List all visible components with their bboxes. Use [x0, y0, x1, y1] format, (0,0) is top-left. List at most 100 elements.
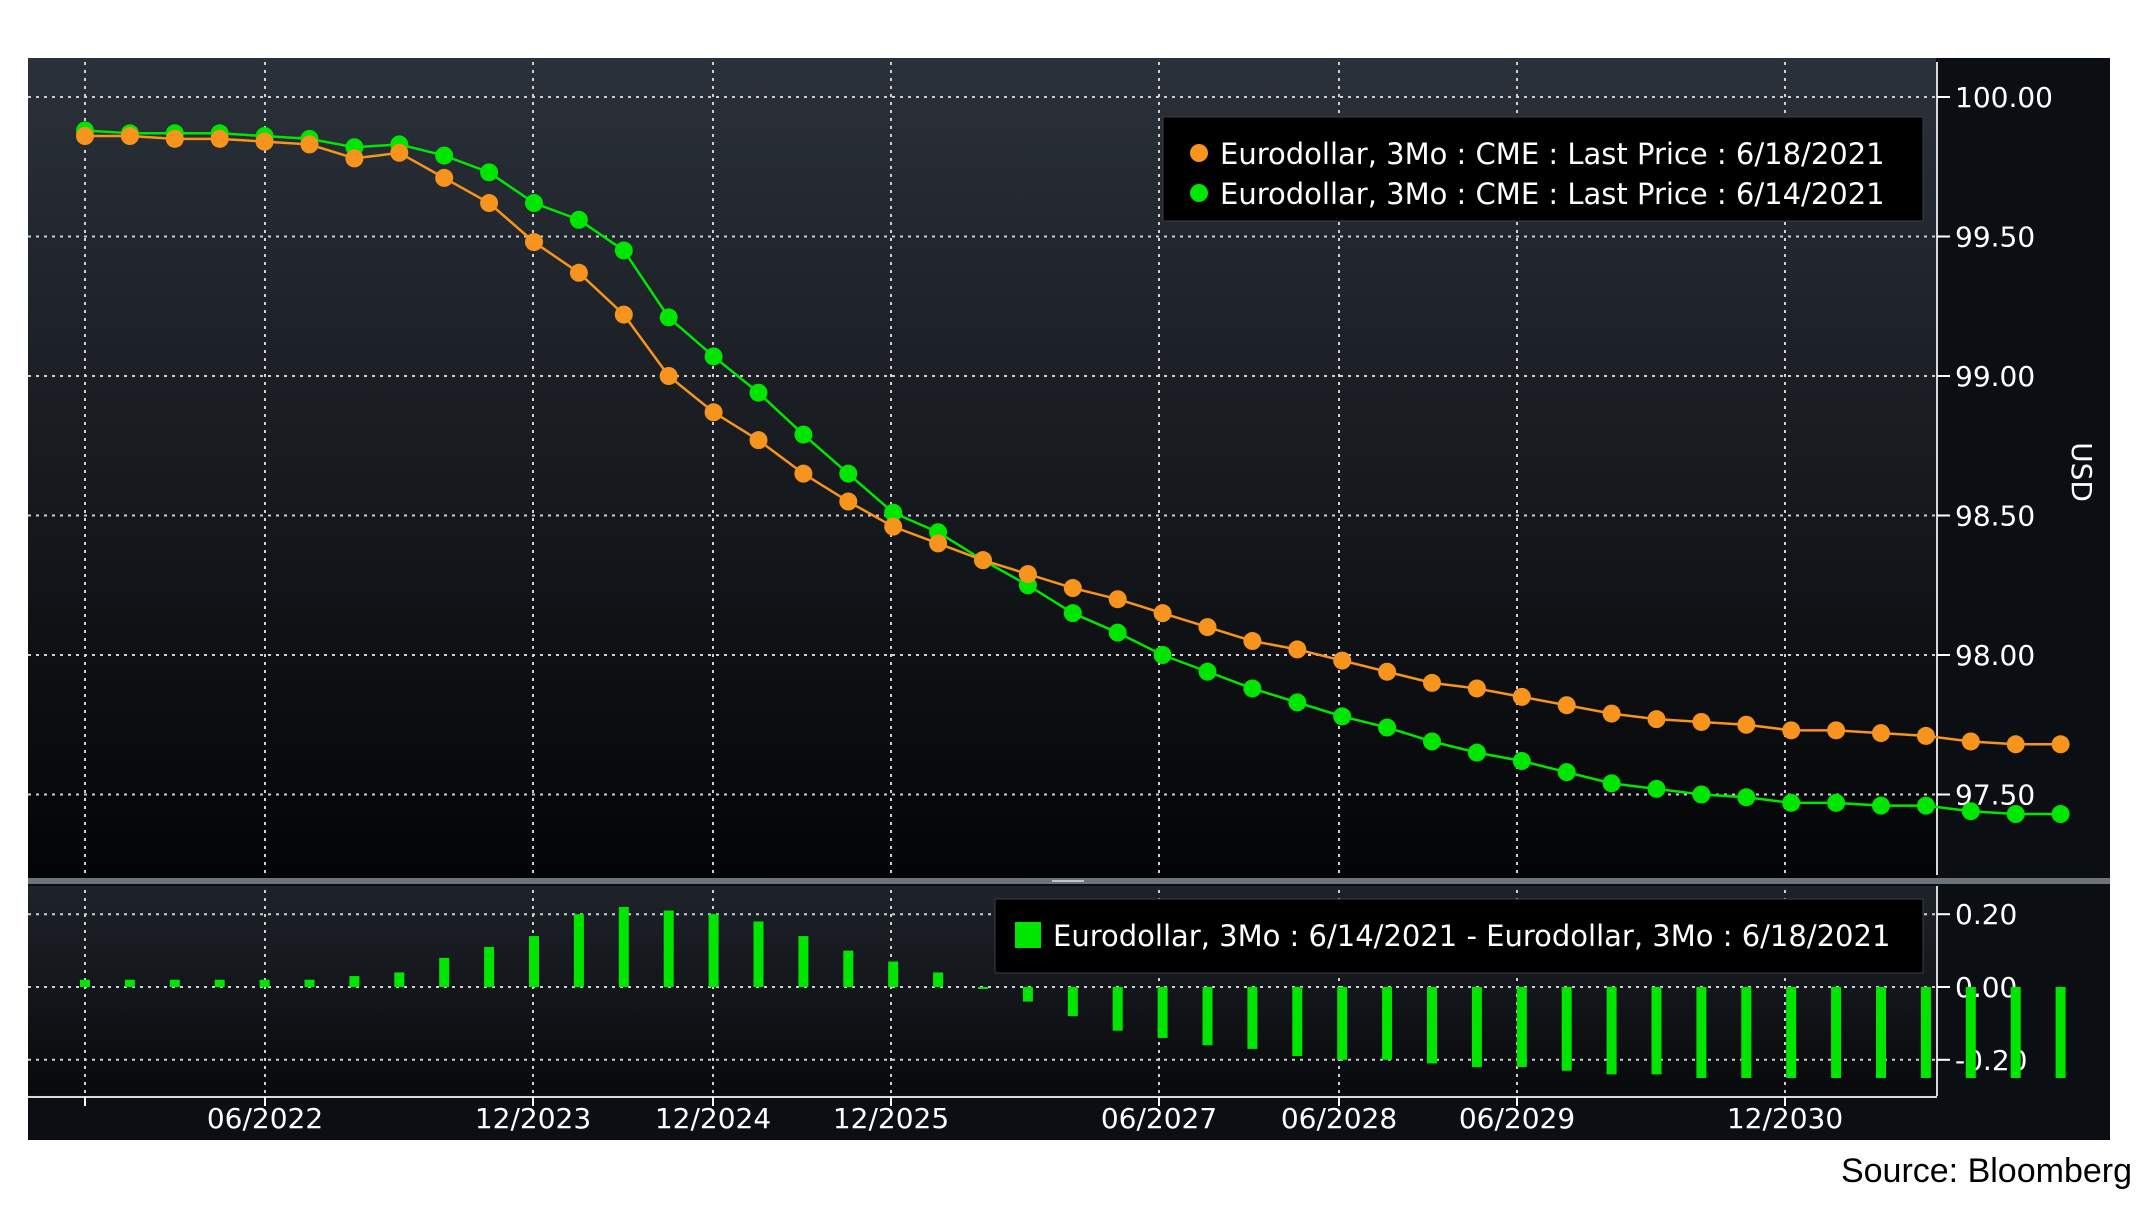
sub-legend: Eurodollar, 3Mo : 6/14/2021 - Eurodollar…: [994, 898, 1924, 974]
x-tick-label-6: 06/2029: [1459, 1102, 1575, 1135]
spread-bar-22: [1067, 987, 1078, 1017]
series-point-orange-40: [1872, 724, 1890, 743]
series-point-orange-16: [794, 464, 813, 483]
series-point-green-36: [1692, 785, 1711, 804]
spread-bar-13: [663, 910, 674, 987]
y-axis-title: USD: [2065, 442, 2098, 502]
spread-bar-38: [1786, 987, 1797, 1078]
spread-bar-37: [1741, 987, 1752, 1078]
spread-bar-1: [124, 979, 135, 987]
series-point-green-39: [1827, 793, 1846, 812]
spread-bar-39: [1831, 987, 1842, 1078]
series-point-orange-8: [435, 168, 454, 187]
series-point-green-35: [1647, 779, 1666, 798]
series-point-green-42: [1961, 802, 1980, 821]
x-tick-label-7: 12/2030: [1727, 1102, 1843, 1135]
series-point-orange-26: [1243, 632, 1262, 651]
spread-bar-33: [1561, 987, 1572, 1071]
sub-y-tick-label-0: 0.20: [1955, 898, 2017, 931]
series-point-green-8: [435, 146, 454, 165]
series-point-orange-9: [480, 194, 499, 213]
series-point-green-25: [1198, 662, 1217, 681]
series-point-orange-7: [390, 143, 409, 162]
series-point-green-37: [1737, 788, 1756, 807]
spread-bar-30: [1427, 987, 1437, 1064]
series-point-orange-42: [1961, 732, 1980, 751]
series-point-orange-30: [1423, 673, 1441, 692]
spread-bar-18: [888, 961, 899, 987]
series-point-orange-37: [1737, 715, 1756, 734]
sub-legend-box: [994, 898, 1924, 974]
spread-bar-17: [843, 950, 854, 987]
spread-bar-12: [618, 906, 629, 987]
legend-marker-green: [1190, 184, 1208, 202]
spread-bar-6: [349, 976, 360, 987]
series-point-green-16: [794, 425, 813, 444]
series-point-green-18: [884, 503, 903, 522]
legend-label-orange: Eurodollar, 3Mo : CME : Last Price : 6/1…: [1220, 137, 1885, 171]
series-point-green-40: [1872, 796, 1890, 815]
main-y-tick-label-2: 99.00: [1955, 360, 2035, 393]
series-point-orange-5: [300, 135, 319, 154]
spread-bar-34: [1606, 987, 1617, 1075]
series-point-orange-32: [1512, 687, 1531, 706]
spread-bar-10: [529, 936, 539, 987]
x-tick-label-3: 12/2025: [833, 1102, 949, 1135]
series-point-orange-4: [255, 132, 274, 151]
panel-divider-handle: [1052, 880, 1084, 882]
series-point-green-27: [1288, 693, 1307, 712]
series-point-green-31: [1467, 743, 1486, 762]
spread-bar-26: [1247, 987, 1258, 1049]
series-point-orange-41: [1916, 726, 1935, 745]
source-note: Source: Bloomberg: [1840, 1152, 2132, 1190]
spread-bar-19: [933, 972, 944, 987]
series-point-green-22: [1063, 604, 1082, 623]
spread-bar-14: [708, 914, 719, 987]
spread-bar-24: [1157, 987, 1168, 1038]
series-point-orange-12: [614, 305, 633, 324]
spread-bar-40: [1876, 987, 1886, 1078]
x-ticks: 06/2022 12/2023 12/2024 12/2025 06/2027 06/20…: [84, 1097, 1843, 1135]
series-point-green-15: [749, 383, 768, 402]
series-point-orange-43: [2006, 735, 2025, 754]
spread-bar-0: [80, 979, 90, 987]
series-point-orange-35: [1647, 710, 1666, 729]
spread-bar-29: [1382, 987, 1393, 1060]
series-point-orange-18: [884, 517, 903, 536]
series-point-green-30: [1423, 732, 1441, 751]
series-point-orange-23: [1108, 590, 1127, 609]
spread-bar-27: [1292, 987, 1303, 1057]
series-point-orange-0: [76, 127, 94, 146]
spread-bar-4: [259, 979, 270, 987]
legend-marker-spread: [1015, 922, 1041, 948]
x-tick-label-0: 06/2022: [207, 1102, 323, 1135]
series-point-green-11: [569, 210, 588, 229]
spread-bar-3: [214, 979, 225, 987]
series-point-green-43: [2006, 805, 2025, 824]
series-point-green-17: [839, 464, 858, 483]
main-grid: [28, 62, 1937, 875]
series-point-orange-2: [165, 129, 184, 148]
series-point-orange-34: [1602, 704, 1621, 723]
spread-bar-5: [304, 979, 315, 987]
legend-label-spread: Eurodollar, 3Mo : 6/14/2021 - Eurodollar…: [1053, 919, 1890, 953]
series-point-orange-31: [1467, 679, 1486, 698]
main-y-tick-label-3: 98.50: [1955, 500, 2035, 533]
series-point-orange-29: [1378, 662, 1397, 681]
spread-bar-42: [1965, 987, 1976, 1078]
spread-bar-43: [2010, 987, 2021, 1078]
series-point-green-28: [1333, 707, 1352, 726]
x-tick-label-2: 12/2024: [655, 1102, 771, 1135]
spread-bars: [80, 906, 2066, 1078]
series-point-orange-6: [345, 149, 364, 168]
spread-bar-11: [573, 914, 584, 987]
spread-bar-20: [978, 987, 988, 989]
series-point-green-33: [1557, 763, 1576, 782]
spread-bar-44: [2055, 987, 2066, 1078]
series-point-orange-15: [749, 431, 768, 450]
spread-bar-41: [1920, 987, 1931, 1078]
series-point-orange-17: [839, 492, 858, 511]
main-y-tick-label-0: 100.00: [1955, 81, 2053, 114]
spread-bar-2: [169, 979, 180, 987]
